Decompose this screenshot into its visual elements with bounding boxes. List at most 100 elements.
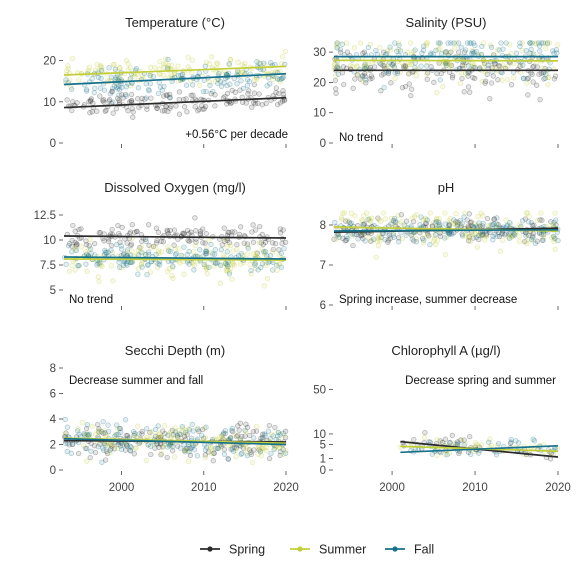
data-point-spring: [461, 49, 468, 55]
data-point-summer: [138, 249, 144, 255]
data-point-summer: [275, 76, 281, 82]
data-point-summer: [127, 83, 134, 89]
data-point-summer: [462, 71, 469, 77]
data-point-fall: [133, 65, 140, 72]
data-point-summer: [280, 451, 287, 457]
data-point-fall: [391, 64, 397, 70]
data-point-summer: [217, 434, 223, 440]
data-point-fall: [506, 235, 513, 242]
data-point-summer: [132, 74, 138, 80]
data-point-fall: [387, 44, 393, 50]
data-point-summer: [96, 429, 102, 436]
data-point-fall: [262, 432, 268, 438]
data-point-spring: [231, 444, 237, 450]
data-point-summer: [140, 73, 146, 79]
data-point-summer: [538, 210, 544, 216]
data-point-fall: [155, 423, 161, 429]
data-point-spring: [188, 229, 194, 235]
data-point-spring: [134, 228, 140, 235]
data-point-fall: [254, 58, 260, 65]
data-point-summer: [251, 77, 258, 83]
data-point-summer: [528, 237, 535, 243]
data-point-spring: [181, 433, 188, 440]
data-point-spring: [162, 430, 168, 437]
data-point-spring: [211, 450, 217, 456]
data-point-spring: [367, 76, 373, 82]
data-point-spring: [75, 450, 82, 457]
data-point-spring: [442, 49, 449, 55]
data-point-fall: [128, 259, 135, 266]
data-point-summer: [366, 235, 372, 241]
data-point-spring: [449, 432, 455, 439]
data-point-summer: [177, 260, 183, 266]
data-point-fall: [454, 223, 460, 229]
data-point-summer: [116, 65, 123, 71]
data-point-fall: [116, 83, 122, 90]
data-point-fall: [144, 271, 150, 278]
data-point-spring: [534, 82, 540, 88]
data-point-spring: [176, 111, 183, 117]
data-point-spring: [438, 70, 444, 77]
data-point-fall: [238, 78, 244, 84]
data-point-spring: [227, 100, 234, 107]
data-point-fall: [225, 263, 231, 270]
data-point-spring: [411, 238, 417, 244]
data-point-summer: [377, 238, 383, 244]
data-point-spring: [142, 96, 148, 102]
data-point-fall: [275, 433, 281, 439]
data-point-summer: [470, 60, 476, 66]
data-point-fall: [97, 260, 103, 266]
data-point-spring: [196, 106, 202, 112]
data-point-spring: [130, 109, 136, 115]
data-point-spring: [170, 448, 176, 454]
data-point-fall: [527, 50, 533, 56]
data-point-fall: [552, 235, 558, 241]
data-point-summer: [161, 423, 168, 429]
data-point-summer: [249, 459, 256, 466]
data-point-spring: [160, 428, 166, 434]
data-point-summer: [352, 213, 358, 219]
data-point-summer: [165, 62, 172, 69]
y-tick-label: 12.5: [34, 210, 56, 222]
data-point-summer: [86, 247, 92, 253]
data-point-summer: [65, 65, 71, 72]
data-point-fall: [467, 40, 473, 46]
data-point-fall: [155, 261, 161, 267]
data-point-spring: [525, 75, 532, 81]
data-point-summer: [269, 431, 275, 437]
data-point-summer: [485, 222, 492, 229]
data-point-summer: [434, 237, 441, 243]
data-point-fall: [433, 218, 440, 225]
data-point-fall: [261, 248, 267, 255]
data-point-summer: [227, 56, 233, 63]
data-point-summer: [87, 236, 93, 243]
data-point-summer: [274, 267, 280, 273]
data-point-spring: [78, 226, 84, 232]
data-point-fall: [102, 442, 108, 448]
data-point-summer: [209, 445, 215, 451]
data-point-spring: [508, 82, 515, 88]
data-point-summer: [261, 445, 267, 452]
data-point-spring: [238, 224, 244, 230]
data-point-summer: [270, 249, 276, 255]
data-point-spring: [378, 88, 384, 94]
data-point-summer: [348, 62, 354, 69]
data-point-summer: [361, 63, 367, 70]
data-point-summer: [333, 236, 340, 242]
data-point-fall: [503, 230, 509, 236]
data-point-summer: [357, 40, 364, 46]
data-point-spring: [448, 49, 454, 55]
data-point-fall: [115, 431, 121, 437]
data-point-spring: [491, 216, 497, 223]
data-point-summer: [235, 70, 241, 76]
legend-item-fall: Fall: [385, 543, 434, 557]
data-point-summer: [518, 63, 524, 69]
data-point-summer: [550, 222, 556, 228]
data-point-spring: [468, 219, 474, 225]
data-point-fall: [195, 426, 201, 432]
data-point-summer: [194, 425, 200, 431]
data-point-spring: [222, 93, 228, 100]
data-point-summer: [185, 458, 192, 464]
data-point-fall: [75, 262, 81, 269]
